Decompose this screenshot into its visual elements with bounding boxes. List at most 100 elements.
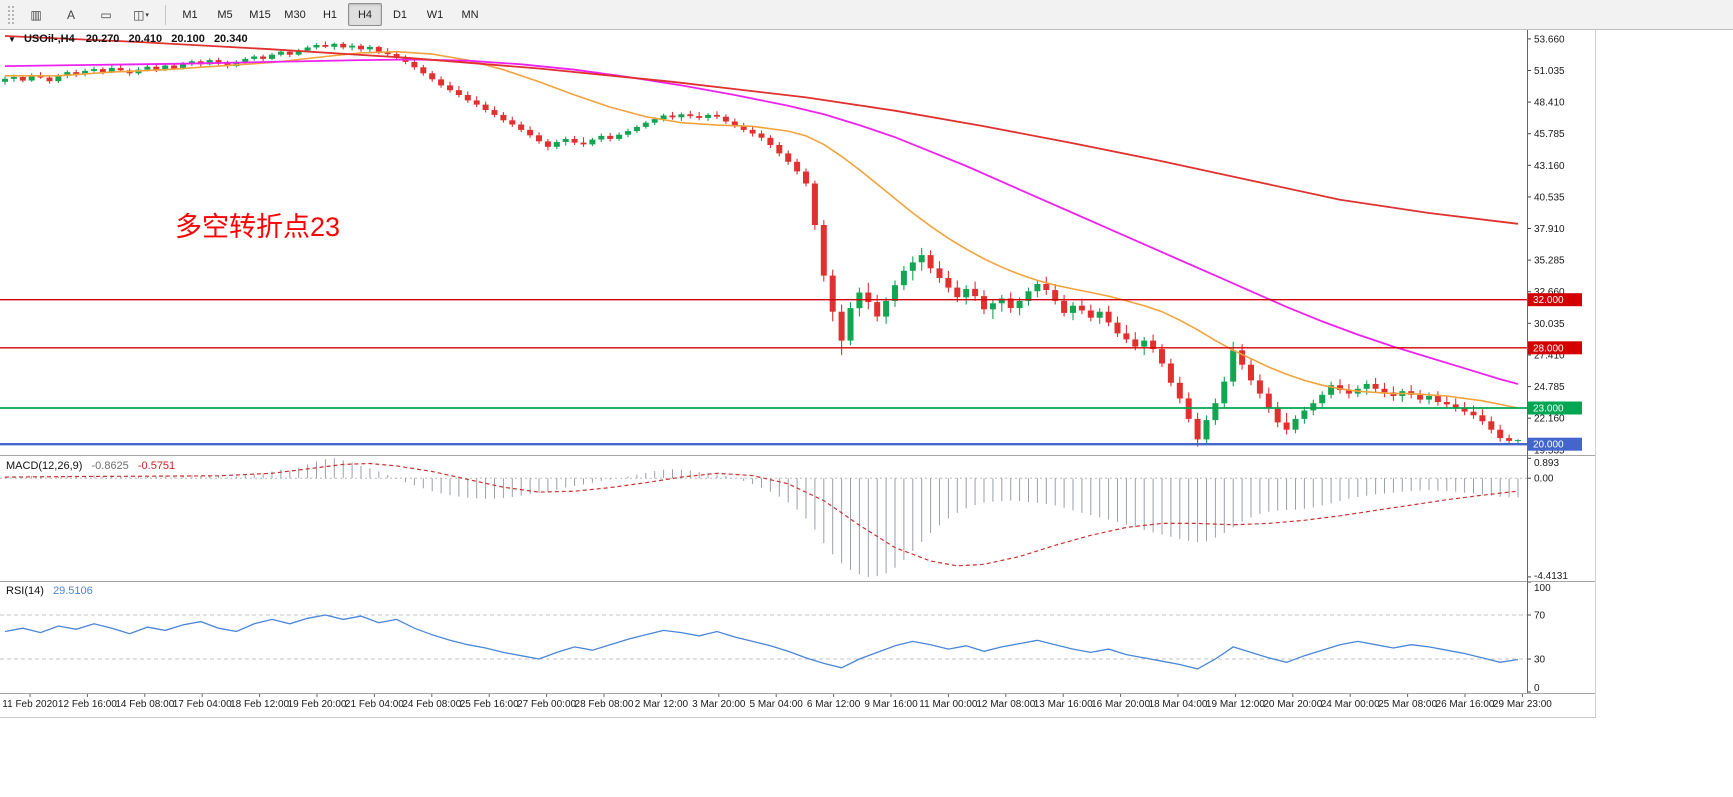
candle-body bbox=[1043, 284, 1050, 290]
time-axis-label: 9 Mar 16:00 bbox=[864, 699, 918, 710]
candle-body bbox=[340, 43, 347, 48]
time-axis-label: 26 Mar 16:00 bbox=[1436, 699, 1495, 710]
moving-average-lines bbox=[4, 35, 1519, 409]
candle-body bbox=[1292, 418, 1299, 430]
price-axis-label: 43.160 bbox=[1534, 161, 1565, 172]
price-axis-labels: 53.660 51.035 48.410 45.785 43.160 40.535 37.9… bbox=[1527, 34, 1582, 694]
annotation-text[interactable]: 多空转折点23 bbox=[175, 212, 340, 242]
candle-body bbox=[375, 46, 382, 52]
price-level-tag bbox=[1528, 341, 1582, 355]
time-axis[interactable] bbox=[0, 694, 1527, 718]
candle-body bbox=[562, 139, 569, 142]
horizontal-level-lines bbox=[0, 299, 1527, 446]
time-axis-label: 24 Mar 00:00 bbox=[1321, 699, 1380, 710]
price-axis-label: 53.660 bbox=[1534, 34, 1565, 45]
toolbar-grip-handle[interactable] bbox=[7, 4, 14, 25]
candle-body bbox=[722, 116, 729, 122]
price-axis-label: 27.410 bbox=[1534, 351, 1565, 362]
candle-body bbox=[838, 311, 845, 341]
candle-body bbox=[571, 139, 578, 143]
timeframe-d1-button[interactable]: D1 bbox=[392, 8, 408, 21]
rsi-header: RSI(14) 29.5106 bbox=[6, 585, 93, 597]
candle-body bbox=[464, 95, 471, 101]
candle-body bbox=[1132, 339, 1139, 347]
price-axis-label: 32.660 bbox=[1534, 287, 1565, 298]
candle-body bbox=[874, 302, 881, 317]
time-axis-label: 3 Mar 20:00 bbox=[692, 699, 746, 710]
time-axis-label: 21 Feb 04:00 bbox=[345, 699, 404, 710]
candle-body bbox=[286, 51, 293, 55]
text-tool-icon[interactable]: A bbox=[66, 7, 75, 22]
candle-body bbox=[1230, 350, 1237, 382]
time-axis-label: 29 Mar 23:00 bbox=[1493, 699, 1552, 710]
candle-body bbox=[420, 67, 427, 74]
candle-body bbox=[1105, 311, 1112, 323]
candle-body bbox=[776, 145, 783, 154]
timeframe-m30-button[interactable]: M30 bbox=[284, 8, 306, 21]
timeframe-h4-button[interactable]: H4 bbox=[348, 3, 382, 26]
candle-body bbox=[82, 70, 89, 75]
ohlc-open: 20.270 bbox=[86, 33, 120, 45]
time-axis-label: 6 Mar 12:00 bbox=[807, 699, 861, 710]
candle-body bbox=[705, 114, 712, 118]
candle-body bbox=[651, 119, 658, 123]
candle-body bbox=[1256, 380, 1263, 394]
candle-body bbox=[767, 137, 774, 145]
candle-body bbox=[696, 116, 703, 118]
symbol-dropdown-icon[interactable]: ▼ bbox=[8, 35, 16, 44]
candle-body bbox=[393, 54, 400, 58]
candle-body bbox=[313, 45, 320, 48]
price-level-tag-label: 20.000 bbox=[1533, 440, 1564, 451]
candle-body bbox=[500, 114, 507, 121]
candle-body bbox=[794, 161, 801, 172]
time-axis-label: 13 Mar 16:00 bbox=[1034, 699, 1093, 710]
timeframe-m1-button[interactable]: M1 bbox=[182, 8, 198, 21]
candle-body bbox=[1310, 403, 1317, 411]
rsi-pane[interactable] bbox=[0, 582, 1527, 692]
candle-body bbox=[803, 171, 809, 184]
candle-body bbox=[1070, 305, 1076, 313]
candle-body bbox=[527, 129, 534, 136]
candle-body bbox=[1221, 381, 1228, 404]
candle-body bbox=[731, 121, 738, 126]
candle-body bbox=[633, 126, 640, 132]
candle-body bbox=[981, 296, 987, 310]
price-axis[interactable] bbox=[1527, 30, 1597, 718]
label-tool-icon[interactable]: ▭ bbox=[100, 7, 112, 22]
chart-window-icon[interactable]: ▥ bbox=[30, 7, 42, 22]
candle-body bbox=[1212, 403, 1219, 421]
candle-body bbox=[785, 153, 792, 162]
timeframe-mn-button[interactable]: MN bbox=[461, 8, 479, 21]
candle-body bbox=[429, 73, 436, 80]
ohlc-close: 20.340 bbox=[214, 33, 248, 45]
candle-body bbox=[972, 288, 979, 297]
candle-body bbox=[865, 292, 872, 303]
timeframe-h1-button[interactable]: H1 bbox=[322, 8, 338, 21]
candle-body bbox=[749, 129, 756, 134]
candle-body bbox=[1434, 396, 1441, 402]
time-axis-label: 25 Mar 08:00 bbox=[1378, 699, 1437, 710]
price-level-tag-label: 32.000 bbox=[1533, 295, 1564, 306]
candle-body bbox=[1328, 385, 1335, 395]
rsi-indicator bbox=[0, 614, 1527, 670]
candle-body bbox=[64, 72, 71, 76]
candle-body bbox=[1061, 300, 1068, 313]
timeframe-w1-button[interactable]: W1 bbox=[426, 8, 444, 21]
candle-body bbox=[589, 139, 596, 145]
candle-body bbox=[642, 122, 649, 127]
candle-body bbox=[304, 47, 311, 51]
candle-body bbox=[1337, 385, 1343, 390]
shapes-dropdown-icon[interactable]: ◫ ▾ bbox=[133, 7, 149, 22]
candle-body bbox=[447, 85, 453, 91]
time-axis-label: 25 Feb 16:00 bbox=[460, 699, 519, 710]
macd-axis-label: 0.893 bbox=[1534, 458, 1559, 469]
macd-signal-value: -0.5751 bbox=[138, 460, 175, 472]
timeframe-m5-button[interactable]: M5 bbox=[217, 8, 233, 21]
chart-plot-area[interactable] bbox=[0, 30, 1527, 455]
candle-body bbox=[2, 78, 8, 82]
candle-body bbox=[1372, 384, 1379, 389]
timeframe-m15-button[interactable]: M15 bbox=[249, 8, 271, 21]
price-axis-label: 51.035 bbox=[1534, 66, 1565, 77]
rsi-value: 29.5106 bbox=[53, 585, 93, 597]
